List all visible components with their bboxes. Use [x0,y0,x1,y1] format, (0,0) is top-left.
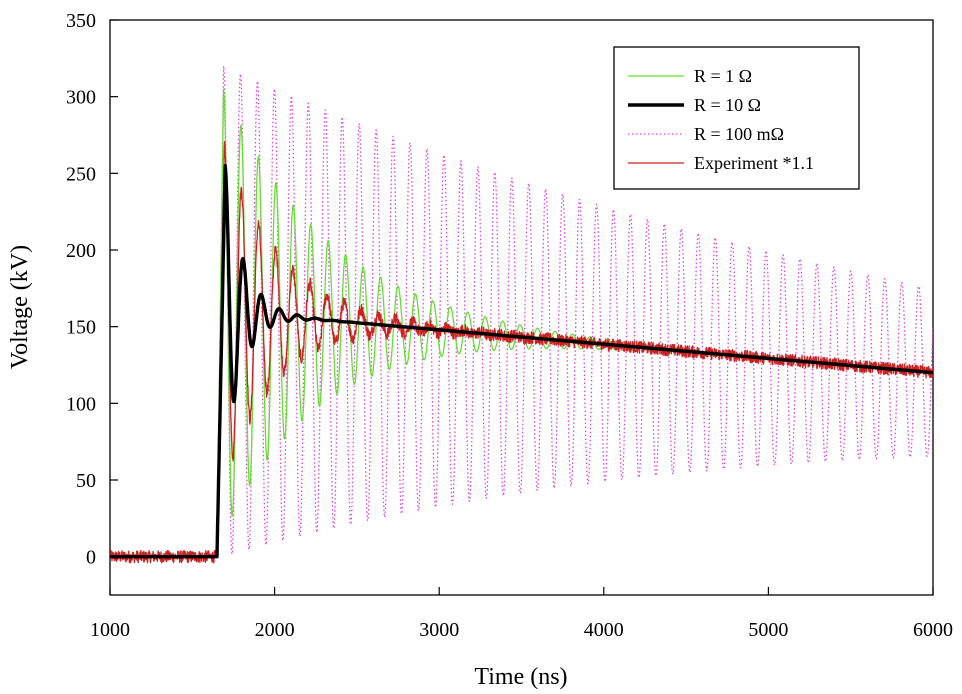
legend-label: R = 10 Ω [694,95,761,115]
x-axis: 1000 2000 3000 4000 5000 6000 [90,587,953,641]
x-tick-label: 1000 [90,619,130,641]
plot-frame [109,19,934,596]
legend: R = 1 Ω R = 10 Ω R = 100 mΩ Experiment *1.1 [613,46,860,190]
y-tick-label: 250 [66,163,96,185]
legend-label: Experiment *1.1 [694,153,814,173]
y-tick-label: 150 [66,317,96,339]
x-tick-label: 2000 [255,619,295,641]
y-tick-label: 200 [66,240,96,262]
legend-box [613,46,860,190]
series-line [110,163,933,559]
y-tick-label: 50 [76,470,96,492]
series-line [110,65,933,558]
y-axis-title: Voltage (kV) [7,245,33,369]
x-axis-title: Time (ns) [474,664,567,690]
x-tick-label: 6000 [913,619,953,641]
y-tick-label: 0 [86,547,96,569]
series-layer [110,65,933,564]
x-tick-label: 5000 [748,619,788,641]
y-tick-label: 300 [66,87,96,109]
legend-label: R = 100 mΩ [694,124,784,144]
x-tick-label: 4000 [584,619,624,641]
y-tick-label: 350 [66,10,96,32]
legend-label: R = 1 Ω [694,66,752,86]
x-tick-label: 3000 [419,619,459,641]
y-tick-label: 100 [66,393,96,415]
y-axis: 0 50 100 150 200 250 300 350 [66,10,118,569]
